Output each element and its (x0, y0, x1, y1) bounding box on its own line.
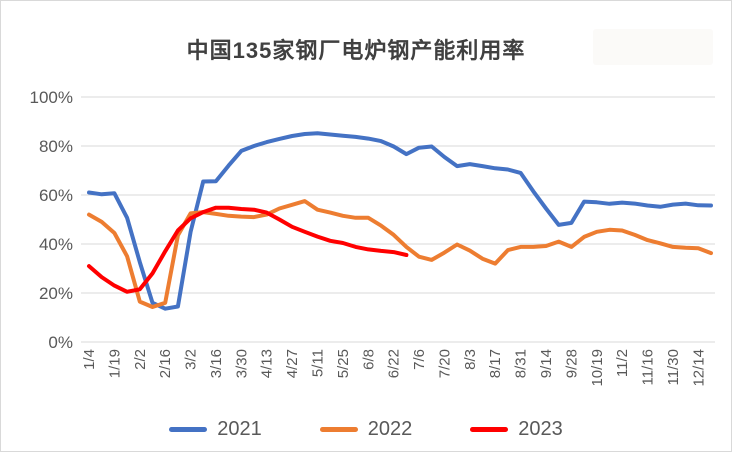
x-axis-tick-label: 2/2 (132, 349, 149, 370)
x-axis-tick-label: 7/6 (411, 349, 428, 370)
x-axis-tick-label: 9/14 (538, 349, 555, 378)
x-axis-tick-label: 6/22 (386, 349, 403, 378)
y-axis-tick-label: 60% (39, 186, 73, 205)
chart-legend: 2021 2022 2023 (1, 418, 731, 441)
legend-item-2022: 2022 (319, 418, 413, 441)
x-axis-tick-label: 3/2 (183, 349, 200, 370)
x-axis-tick-label: 8/17 (487, 349, 504, 378)
y-axis-tick-label: 20% (39, 284, 73, 303)
x-axis-tick-label: 1/4 (81, 349, 98, 370)
series-line-2023 (87, 205, 409, 294)
series-line-2022 (87, 199, 713, 309)
chart-title: 中国135家钢厂电炉钢产能利用率 (186, 38, 526, 63)
x-axis-tick-label: 7/20 (436, 349, 453, 378)
y-axis-tick-label: 0% (48, 333, 73, 352)
x-axis-tick-label: 11/2 (614, 349, 631, 377)
x-axis-tick-label: 5/11 (309, 349, 326, 377)
x-axis-tick-label: 4/27 (284, 349, 301, 378)
x-axis-tick-label: 8/3 (462, 349, 479, 370)
y-axis-tick-label: 40% (39, 235, 73, 254)
legend-item-2021: 2021 (169, 418, 262, 441)
legend-label-2023: 2023 (518, 418, 563, 440)
legend-label-2021: 2021 (217, 418, 262, 440)
x-axis-tick-label: 4/13 (259, 349, 276, 378)
x-axis-tick-label: 5/25 (335, 349, 352, 378)
x-axis-tick-label: 10/19 (589, 349, 606, 387)
x-axis-tick-label: 2/16 (157, 349, 174, 378)
x-axis-tick-label: 6/8 (360, 349, 377, 370)
y-axis-tick-label: 80% (39, 137, 73, 156)
legend-label-2022: 2022 (367, 418, 413, 440)
series-line-2021 (87, 131, 713, 311)
x-axis-tick-label: 12/14 (690, 349, 707, 387)
x-axis-tick-label: 1/19 (106, 349, 123, 378)
x-axis-tick-label: 8/31 (513, 349, 530, 378)
legend-item-2023: 2023 (470, 418, 563, 441)
x-axis-tick-label: 3/30 (233, 349, 250, 378)
legend-swatch-2023 (470, 427, 509, 432)
y-axis-tick-label: 100% (30, 88, 73, 107)
x-axis-tick-label: 3/16 (208, 349, 225, 378)
x-axis-tick-label: 11/30 (665, 349, 682, 385)
x-axis-tick-label: 11/16 (640, 349, 657, 385)
legend-swatch-2021 (169, 427, 208, 432)
x-axis-tick-label: 9/28 (563, 349, 580, 378)
watermark (593, 29, 713, 65)
legend-swatch-2022 (319, 427, 358, 432)
